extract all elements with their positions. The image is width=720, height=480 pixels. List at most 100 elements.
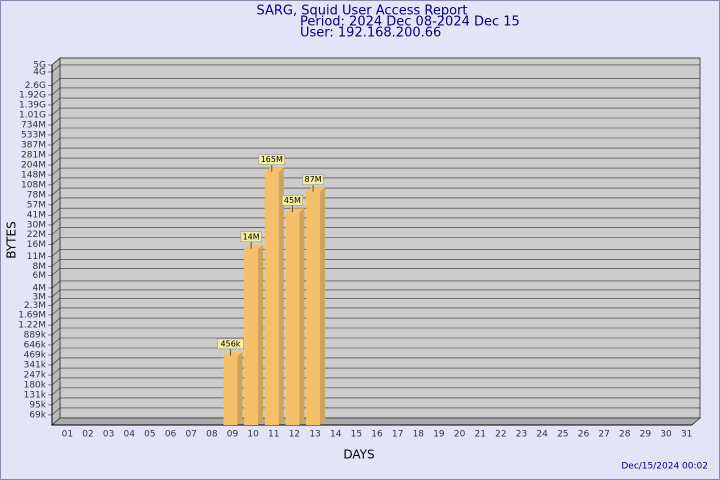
value-label: 456k [221, 339, 241, 348]
grid-line [51, 407, 700, 416]
grid-line [51, 357, 700, 366]
y-tick-label: 247k [24, 371, 47, 381]
value-label: 45M [284, 196, 301, 205]
bar [223, 355, 238, 425]
value-label-box [258, 154, 286, 165]
bar-side [278, 167, 284, 425]
y-tick-label: 533M [21, 131, 46, 141]
y-tick-label: 341k [24, 360, 47, 370]
grid-line [51, 377, 700, 386]
bar-side [237, 351, 243, 425]
x-tick-label: 14 [330, 430, 342, 440]
chart-title: SARG, Squid User Access Report [257, 4, 468, 19]
x-tick-label: 08 [206, 430, 218, 440]
grid-line [51, 117, 700, 126]
bar-side [299, 208, 305, 425]
x-tick-label: 29 [640, 430, 652, 440]
bar-top [285, 208, 305, 213]
bar-top [223, 351, 243, 356]
x-tick-label: 21 [474, 430, 485, 440]
bar-top [264, 167, 284, 172]
x-tick-label: 23 [516, 430, 527, 440]
y-axis-label: BYTES [5, 221, 19, 258]
grid-line [51, 249, 700, 257]
chart-user: User: 192.168.200.66 [300, 26, 441, 41]
y-tick-label: 78M [27, 191, 46, 201]
grid-line [51, 97, 700, 106]
y-tick-label: 281M [21, 151, 46, 161]
x-tick-label: 04 [124, 430, 136, 440]
x-tick-label: 01 [62, 430, 73, 440]
x-tick-label: 26 [578, 430, 590, 440]
y-tick-label: 1.01G [19, 111, 46, 121]
grid-line [51, 137, 700, 146]
y-tick-label: 1.92G [19, 90, 46, 100]
x-tick-label: 24 [536, 430, 548, 440]
grid-line [51, 267, 700, 276]
back-wall [59, 57, 701, 419]
x-tick-label: 30 [660, 430, 672, 440]
bar-top [306, 187, 326, 192]
grid-line [51, 177, 700, 186]
y-tick-label: 2.3M [24, 301, 46, 311]
value-label-box [281, 195, 303, 206]
x-tick-label: 05 [144, 430, 155, 440]
y-tick-label: 5G [33, 61, 46, 71]
value-label-box [217, 338, 244, 350]
x-tick-label: 25 [557, 430, 568, 440]
grid-line [51, 367, 700, 376]
y-tick-label: 3M [33, 292, 47, 302]
grid-line [51, 317, 700, 326]
grid-line [51, 167, 700, 176]
grid-line [51, 337, 700, 346]
y-tick-label: 16M [27, 240, 46, 250]
value-label: 87M [305, 175, 322, 184]
y-tick-label: 4M [33, 283, 47, 293]
x-tick-label: 15 [351, 430, 362, 440]
x-tick-label: 02 [82, 430, 93, 440]
y-tick-label: 204M [21, 161, 46, 171]
y-tick-label: 22M [27, 230, 46, 240]
grid-line [51, 217, 700, 226]
value-label: 165M [261, 155, 283, 164]
value-label-box [302, 174, 324, 185]
y-tick-label: 41M [27, 211, 46, 221]
grid-line [51, 259, 700, 267]
y-tick-label: 889k [24, 331, 47, 341]
y-tick-label: 1.22M [18, 321, 46, 331]
y-tick-label: 734M [21, 120, 46, 130]
x-tick-label: 13 [309, 430, 320, 440]
value-label: 14M [243, 232, 260, 241]
y-tick-label: 8M [33, 262, 47, 272]
grid-line [51, 187, 700, 196]
bar-side [320, 187, 326, 425]
y-tick-label: 4G [33, 67, 46, 77]
x-tick-label: 31 [681, 430, 692, 440]
y-tick-label: 57M [27, 200, 46, 210]
x-tick-label: 17 [392, 430, 403, 440]
y-tick-label: 1.69M [18, 310, 46, 320]
bar [244, 248, 259, 425]
grid-line [51, 107, 700, 116]
x-tick-label: 07 [185, 430, 196, 440]
value-label-box [240, 231, 262, 243]
grid-line [51, 227, 700, 235]
grid-line [51, 237, 700, 245]
grid-line [51, 307, 700, 316]
y-tick-label: 11M [27, 252, 46, 262]
y-tick-label: 69k [29, 410, 46, 420]
grid-line [51, 347, 700, 356]
grid-line [51, 197, 700, 206]
x-tick-label: 19 [433, 430, 445, 440]
x-axis-label: DAYS [343, 448, 374, 462]
grid-line [51, 87, 700, 96]
x-tick-label: 12 [289, 430, 300, 440]
y-tick-label: 95k [29, 400, 46, 410]
x-tick-label: 22 [495, 430, 506, 440]
y-tick-label: 469k [24, 351, 47, 361]
y-tick-label: 387M [21, 141, 46, 151]
x-tick-label: 06 [165, 430, 177, 440]
y-tick-label: 1.39G [19, 101, 46, 111]
grid-line [51, 297, 700, 306]
